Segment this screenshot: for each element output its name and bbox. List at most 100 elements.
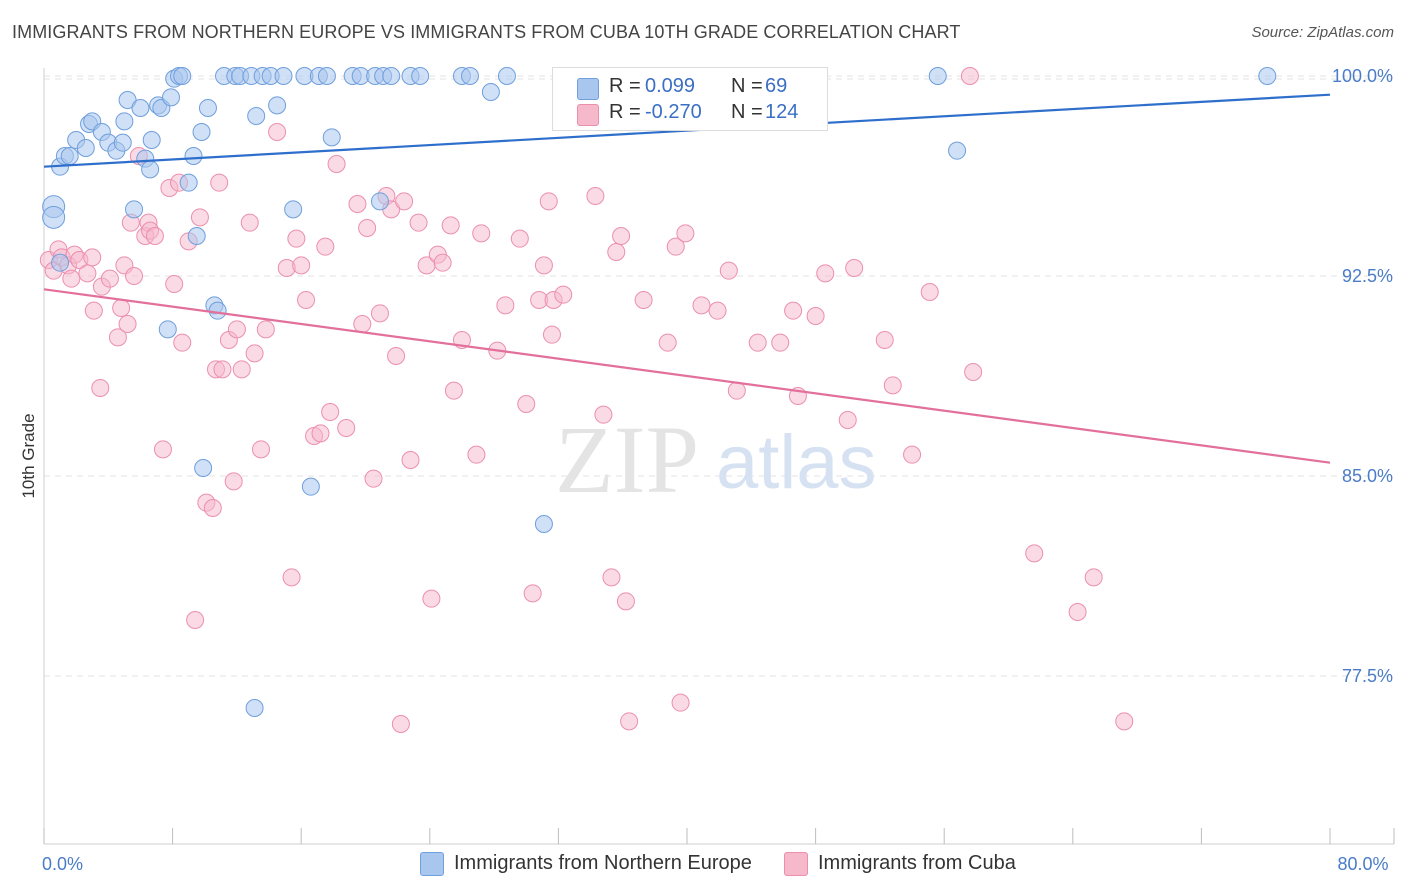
point-cuba [676,224,695,243]
y-tick-label: 100.0% [1332,66,1393,86]
point-northern-europe [113,133,132,152]
y-tick-labels: 100.0% 92.5% 85.0% 77.5% [1332,66,1393,686]
point-cuba [364,469,383,488]
point-cuba [517,395,536,413]
point-cuba [719,261,738,280]
point-cuba [268,123,287,141]
point-cuba [213,360,232,379]
point-cuba [534,256,553,275]
point-northern-europe [460,67,479,85]
trend-line-cuba [43,288,1331,464]
point-cuba [602,568,621,587]
point-cuba [62,269,81,288]
point-northern-europe [192,123,211,141]
series-cuba-points [39,67,1134,733]
point-cuba [903,445,922,464]
point-cuba [523,584,542,603]
point-cuba [964,363,983,381]
point-cuba [358,219,377,237]
point-cuba [145,227,164,245]
point-northern-europe [76,139,95,157]
point-cuba [125,267,144,285]
point-northern-europe [125,200,144,219]
point-cuba [748,333,767,352]
point-cuba [282,568,301,587]
y-tick-label: 85.0% [1342,466,1393,486]
swatch-cuba [577,104,599,126]
point-northern-europe [141,160,160,179]
n-label: N = [731,101,763,123]
series-northern-europe-points [42,67,1277,717]
point-cuba [224,472,243,491]
point-cuba [620,712,639,731]
point-cuba [671,693,690,712]
swatch-northern-europe [577,78,599,100]
point-cuba [666,237,685,256]
point-cuba [337,419,356,437]
point-cuba [240,213,259,232]
point-cuba [84,301,103,320]
point-cuba [173,333,192,352]
point-northern-europe [184,147,203,165]
point-cuba [838,411,857,429]
point-cuba [108,328,127,347]
point-northern-europe [208,301,227,320]
point-cuba [542,325,561,344]
point-northern-europe [948,141,967,160]
point-cuba [433,253,452,272]
n-value: 69 [765,75,788,97]
legend-swatch-cuba [784,852,808,876]
point-cuba [920,283,939,301]
x-tick-labels: 0.0% 80.0% [42,854,1389,874]
point-northern-europe [142,131,161,149]
point-cuba [607,243,626,261]
point-northern-europe [161,88,180,107]
legend-label: Immigrants from Cuba [818,852,1016,874]
point-cuba [395,192,414,211]
point-cuba [586,187,605,205]
point-cuba [245,344,264,363]
point-northern-europe [42,205,66,229]
point-cuba [297,291,316,309]
point-cuba [252,440,271,459]
point-northern-europe [274,67,293,85]
point-cuba [708,301,727,320]
axes [43,68,1395,845]
point-cuba [83,248,102,267]
point-cuba [612,227,631,245]
point-cuba [292,256,311,275]
stats-legend: R = 0.099 N = 69 R = -0.270 N = 124 [552,67,828,131]
point-cuba [875,331,894,349]
point-cuba [316,237,335,256]
point-cuba [1084,568,1103,587]
point-northern-europe [118,91,137,109]
point-northern-europe [481,83,500,101]
point-cuba [186,611,205,629]
point-northern-europe [534,515,553,533]
point-northern-europe [173,67,192,85]
point-cuba [444,381,463,400]
point-cuba [100,269,119,288]
x-tick-label: 0.0% [42,854,83,874]
point-cuba [387,347,406,365]
stats-row-cuba: R = -0.270 N = 124 [553,101,827,127]
point-cuba [210,173,229,192]
point-cuba [1068,603,1087,621]
point-cuba [816,264,835,283]
point-cuba [784,301,803,320]
point-northern-europe [370,192,389,211]
point-cuba [960,67,979,85]
point-cuba [78,264,97,283]
point-northern-europe [194,459,213,477]
point-northern-europe [247,107,266,125]
r-label: R = [609,101,641,123]
point-northern-europe [60,147,79,165]
point-northern-europe [179,173,198,192]
r-label: R = [609,75,641,97]
point-cuba [1115,712,1134,731]
point-northern-europe [382,67,401,85]
point-cuba [727,381,746,400]
point-cuba [441,216,460,235]
point-cuba [845,259,864,277]
